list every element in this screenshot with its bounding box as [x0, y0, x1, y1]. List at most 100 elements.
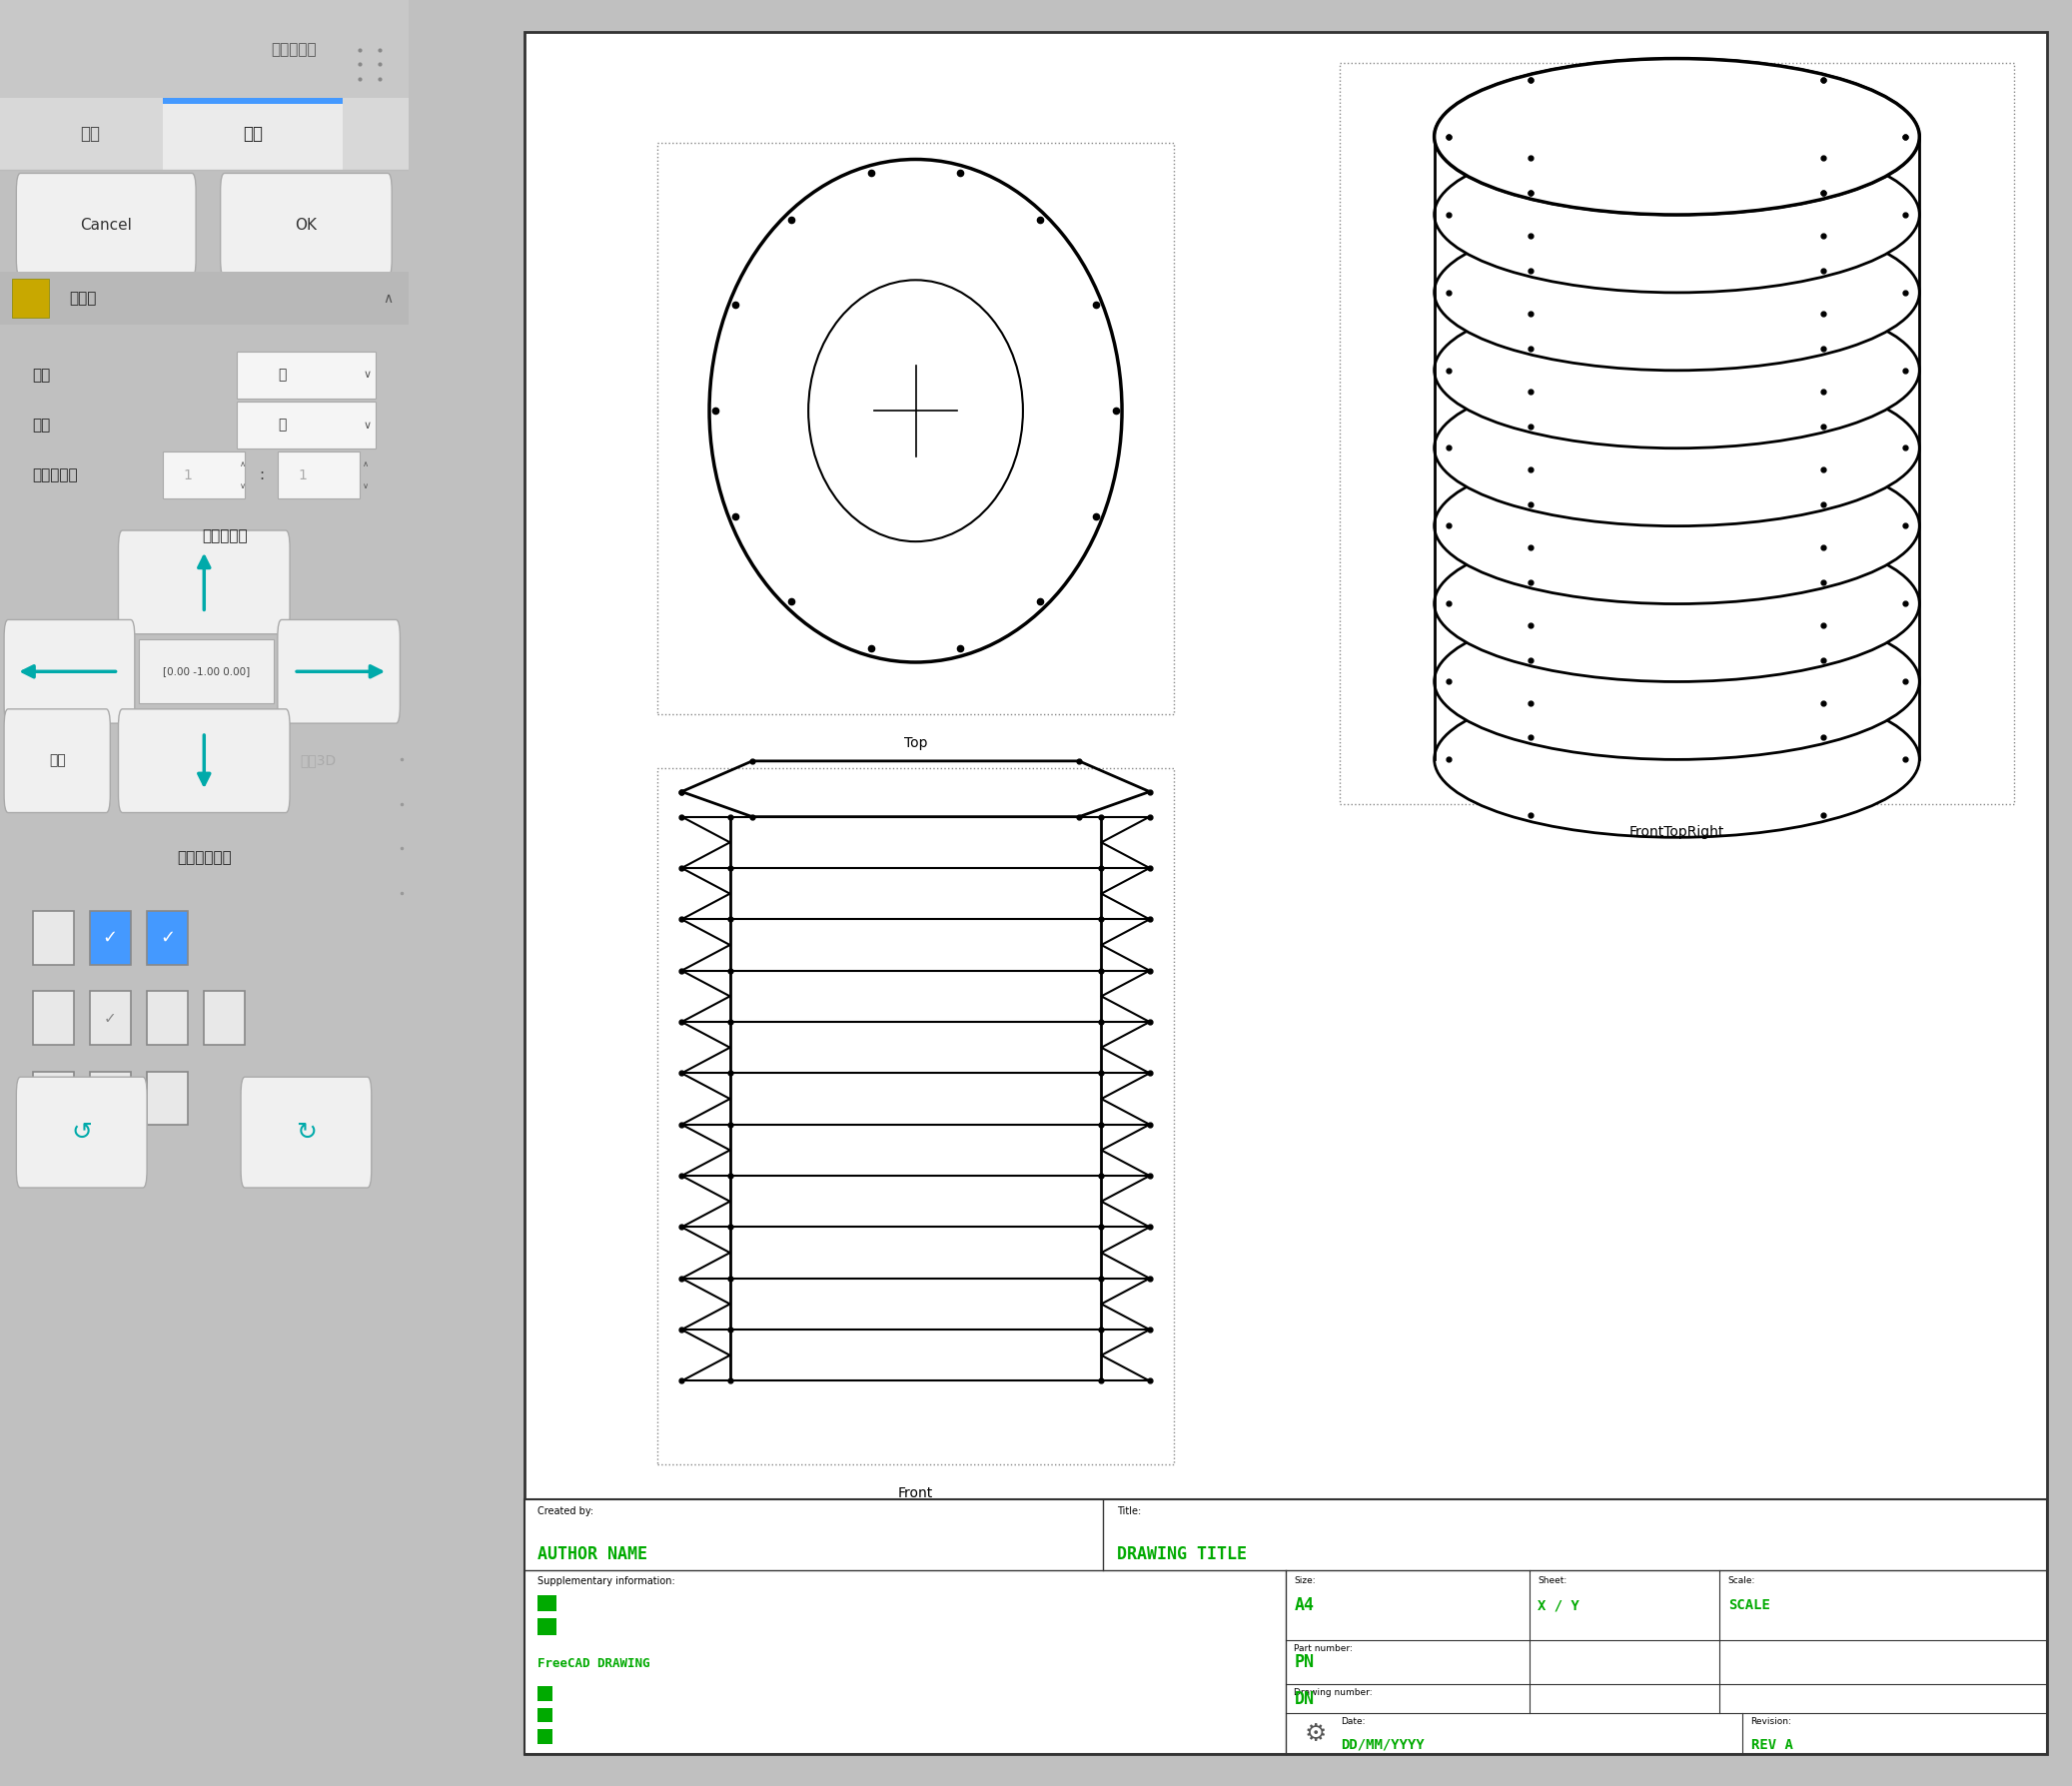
Text: Part number:: Part number: [1295, 1643, 1353, 1652]
Text: ✓: ✓ [104, 929, 118, 947]
Ellipse shape [1434, 680, 1919, 838]
Text: ∨: ∨ [363, 480, 369, 491]
Ellipse shape [1434, 370, 1919, 527]
FancyBboxPatch shape [220, 173, 392, 277]
FancyBboxPatch shape [139, 639, 274, 704]
Bar [164, 102, 342, 170]
FancyBboxPatch shape [4, 709, 110, 813]
Bar [147, 911, 189, 964]
Ellipse shape [1434, 604, 1919, 759]
Ellipse shape [1434, 59, 1919, 214]
Text: ↺: ↺ [70, 1120, 91, 1145]
Bar [33, 991, 73, 1045]
FancyBboxPatch shape [278, 620, 400, 723]
Text: ∧: ∧ [383, 291, 394, 305]
Text: [0.00 -1.00 0.00]: [0.00 -1.00 0.00] [162, 666, 251, 677]
Text: 组合浏览器: 组合浏览器 [271, 43, 317, 57]
FancyBboxPatch shape [236, 402, 375, 448]
Text: Sheet:: Sheet: [1537, 1575, 1566, 1584]
FancyBboxPatch shape [236, 352, 375, 398]
Bar [33, 911, 73, 964]
Text: ∧: ∧ [240, 459, 247, 470]
Text: 重设: 重设 [50, 754, 66, 768]
Text: Top: Top [903, 736, 928, 750]
Bar [89, 991, 131, 1045]
Text: 调整主方向: 调整主方向 [201, 529, 247, 543]
Text: 1: 1 [298, 468, 307, 482]
Text: DD/MM/YYYY: DD/MM/YYYY [1341, 1738, 1423, 1752]
Bar [539, 1729, 553, 1743]
Ellipse shape [1434, 214, 1919, 370]
Text: 页: 页 [278, 368, 286, 382]
Text: Scale:: Scale: [1728, 1575, 1755, 1584]
Bar [539, 1707, 553, 1722]
Text: ✓: ✓ [160, 929, 174, 947]
Text: REV A: REV A [1751, 1738, 1792, 1752]
Bar [89, 1072, 131, 1125]
Text: FreeCAD DRAWING: FreeCAD DRAWING [539, 1657, 651, 1670]
Text: FrontTopRight: FrontTopRight [1629, 825, 1724, 839]
Bar [539, 1686, 553, 1700]
Text: ⚙: ⚙ [1305, 1722, 1326, 1745]
Bar [33, 1072, 73, 1125]
Text: 缩放: 缩放 [33, 418, 52, 432]
Bar [203, 991, 244, 1045]
Bar [0, 98, 408, 170]
Text: ∨: ∨ [363, 420, 371, 430]
Bar [657, 768, 1173, 1465]
Text: SCALE: SCALE [1728, 1598, 1769, 1613]
Text: 1: 1 [184, 468, 193, 482]
Text: Title:: Title: [1117, 1506, 1142, 1516]
Text: Drawing number:: Drawing number: [1295, 1688, 1374, 1697]
FancyBboxPatch shape [240, 1077, 371, 1188]
Text: Cancel: Cancel [81, 218, 133, 232]
Ellipse shape [1434, 59, 1919, 214]
Text: PN: PN [1295, 1654, 1314, 1672]
FancyBboxPatch shape [118, 530, 290, 634]
Text: 第二投影方向: 第二投影方向 [176, 850, 232, 864]
Ellipse shape [1434, 448, 1919, 604]
Text: DRAWING TITLE: DRAWING TITLE [1117, 1545, 1247, 1563]
Text: Revision:: Revision: [1751, 1716, 1792, 1725]
Text: Front: Front [897, 1486, 932, 1500]
Bar [147, 991, 189, 1045]
FancyBboxPatch shape [17, 1077, 147, 1188]
Bar [1341, 63, 2014, 804]
Text: X / Y: X / Y [1537, 1598, 1579, 1613]
Bar [657, 143, 1173, 714]
Text: 自定义比例: 自定义比例 [33, 468, 79, 482]
Text: 匹配3D: 匹配3D [300, 754, 336, 768]
Text: Supplementary information:: Supplementary information: [539, 1575, 675, 1586]
Ellipse shape [1434, 136, 1919, 293]
Text: :: : [259, 468, 263, 482]
Text: AUTHOR NAME: AUTHOR NAME [539, 1545, 649, 1563]
Ellipse shape [1434, 525, 1919, 682]
FancyBboxPatch shape [118, 709, 290, 813]
Bar [0, 0, 408, 98]
Text: OK: OK [294, 218, 317, 232]
Bar [164, 98, 342, 104]
Text: 页: 页 [278, 418, 286, 432]
Bar [539, 1618, 555, 1634]
FancyBboxPatch shape [164, 452, 244, 498]
Text: ∧: ∧ [363, 459, 369, 470]
Text: DN: DN [1295, 1690, 1314, 1707]
Bar [147, 1072, 189, 1125]
Text: A4: A4 [1295, 1597, 1314, 1615]
Text: Date:: Date: [1341, 1716, 1365, 1725]
Bar [0, 271, 408, 325]
Bar [539, 1595, 555, 1611]
FancyBboxPatch shape [278, 452, 358, 498]
Text: Size:: Size: [1295, 1575, 1316, 1584]
Ellipse shape [1434, 291, 1919, 448]
Text: ✓: ✓ [104, 1011, 116, 1025]
Text: 投影组: 投影组 [68, 291, 97, 305]
Bar [89, 911, 131, 964]
FancyBboxPatch shape [17, 173, 197, 277]
Text: Created by:: Created by: [539, 1506, 595, 1516]
Text: ∨: ∨ [240, 480, 247, 491]
Bar [12, 279, 50, 318]
Text: 任务: 任务 [242, 125, 263, 143]
Bar [524, 1498, 2047, 1754]
Text: ↻: ↻ [296, 1120, 317, 1145]
